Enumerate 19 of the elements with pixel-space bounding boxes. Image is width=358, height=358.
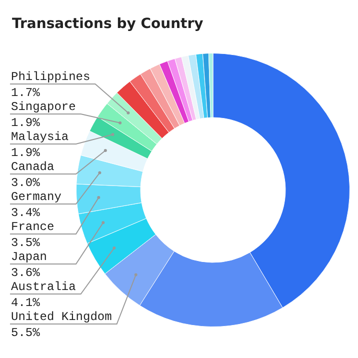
slice-label: Canada: [11, 160, 54, 174]
data-label: 3.5%: [11, 236, 41, 250]
data-label: 1.9%: [11, 116, 41, 130]
slice-label: Malaysia: [11, 130, 69, 144]
data-label: 3.4%: [11, 206, 41, 220]
data-label: 3.0%: [11, 176, 41, 190]
slice-label: Australia: [11, 280, 76, 294]
slice-label: Germany: [11, 190, 62, 204]
slice-label: Philippines: [11, 70, 90, 84]
slice-label: France: [11, 220, 54, 234]
chart-title: Transactions by Country: [12, 16, 204, 32]
slice-label: Singapore: [11, 100, 76, 114]
data-label: 1.7%: [11, 86, 41, 100]
slice-label: United Kingdom: [11, 310, 112, 324]
data-label: 4.1%: [11, 296, 41, 310]
data-label: 1.9%: [11, 146, 41, 160]
data-label: 5.5%: [11, 326, 41, 340]
slice-label: Japan: [11, 250, 48, 264]
data-label: 3.6%: [11, 266, 41, 280]
